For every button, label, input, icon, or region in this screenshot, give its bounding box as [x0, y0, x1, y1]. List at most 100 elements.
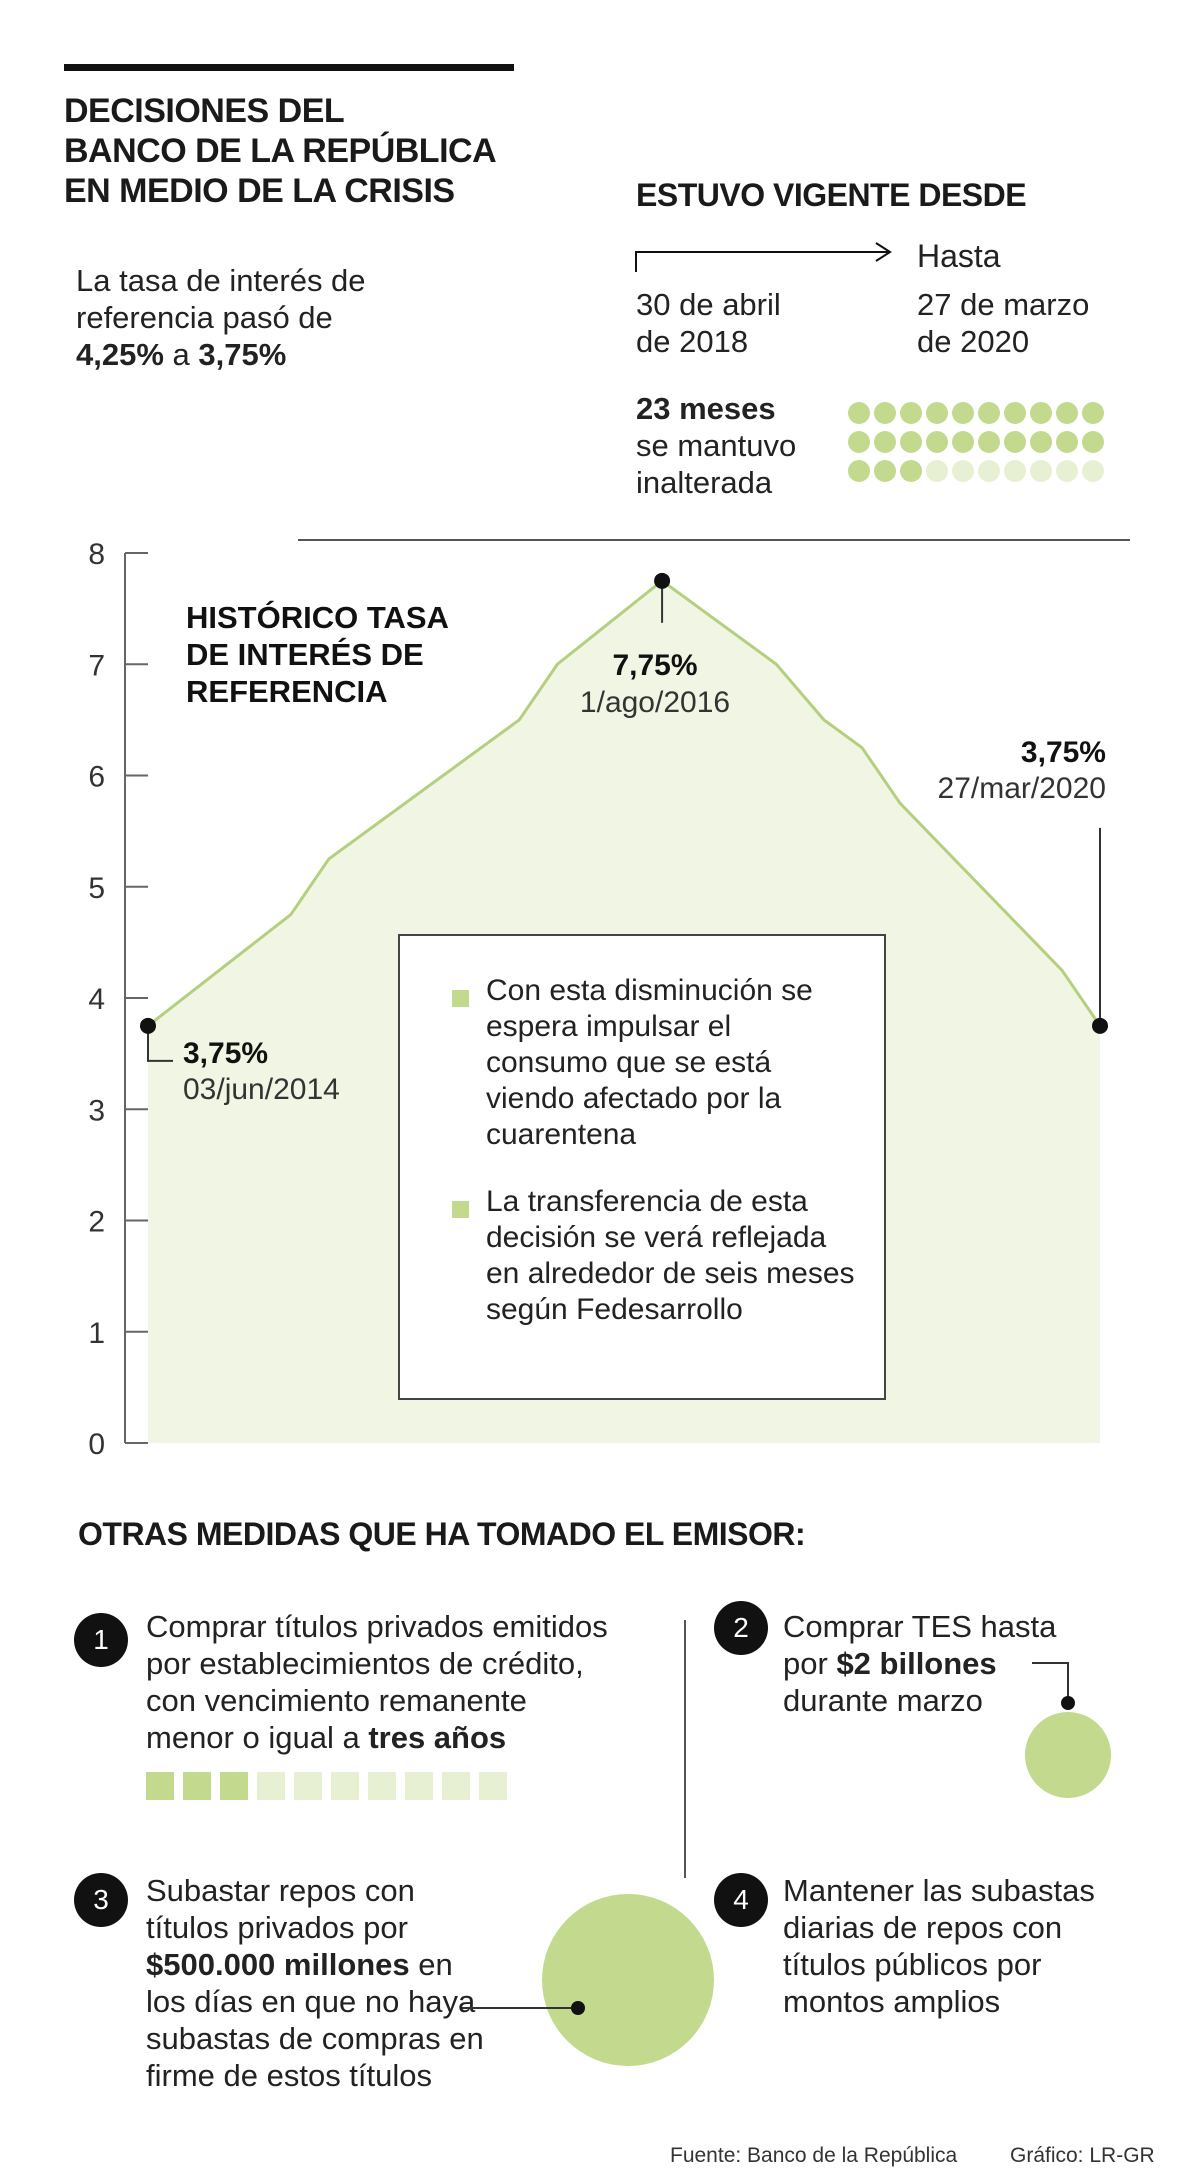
y-tick-label: 3	[88, 1094, 105, 1127]
medida-4-text: Mantener las subastas diarias de repos c…	[783, 1872, 1095, 2020]
month-dot	[900, 402, 922, 424]
info-bullet-line: viendo afectado por la	[486, 1082, 782, 1115]
from-date-line: 30 de abril	[636, 287, 781, 322]
timeline-arrow	[635, 242, 892, 272]
rate-summary: La tasa de interés de referencia pasó de…	[76, 262, 366, 373]
medida-text: en	[418, 1947, 453, 1982]
year-square	[257, 1772, 285, 1800]
month-dot	[1004, 402, 1026, 424]
rate-summary-line: referencia pasó de	[76, 300, 333, 335]
month-dot	[1082, 402, 1104, 424]
months-bold: 23 meses	[636, 391, 776, 426]
chart-title-line: DE INTERÉS DE	[186, 637, 424, 672]
data-point-start	[140, 1017, 156, 1034]
page-title: DECISIONES DEL BANCO DE LA REPÚBLICA EN …	[64, 91, 497, 211]
month-dot	[900, 431, 922, 453]
month-dot	[926, 431, 948, 453]
year-square	[183, 1772, 211, 1800]
month-dot	[1004, 431, 1026, 453]
medidas-title: OTRAS MEDIDAS QUE HA TOMADO EL EMISOR:	[78, 1516, 806, 1552]
month-dot	[900, 460, 922, 482]
month-dot	[848, 431, 870, 453]
month-dot	[1030, 431, 1052, 453]
medida-bold: $2 billones	[836, 1646, 997, 1681]
medida-text: por	[783, 1646, 828, 1681]
month-dot	[978, 460, 1000, 482]
rate-conj: a	[172, 337, 190, 372]
y-tick-label: 1	[88, 1317, 105, 1350]
month-dot	[978, 402, 1000, 424]
month-dot	[1082, 460, 1104, 482]
medidas-divider	[684, 1620, 686, 1878]
bubbles-layer	[462, 1662, 1111, 2066]
month-dot	[1004, 460, 1026, 482]
month-dot	[952, 460, 974, 482]
leader-line-2	[1032, 1662, 1069, 1703]
annotation-value: 7,75%	[612, 649, 697, 682]
medida-1-text: Comprar títulos privados emitidos por es…	[146, 1608, 608, 1756]
info-bullet-line: espera impulsar el	[486, 1010, 732, 1043]
y-tick-label: 5	[88, 872, 105, 905]
annotation-value: 3,75%	[183, 1037, 268, 1070]
month-dot	[874, 460, 896, 482]
medida-line: durante marzo	[783, 1683, 983, 1718]
annotation-date: 1/ago/2016	[580, 686, 730, 719]
bubble-500000-millones	[542, 1894, 714, 2066]
y-tick-label: 6	[88, 761, 105, 794]
annotation-date: 03/jun/2014	[183, 1073, 340, 1106]
medida-line: por establecimientos de crédito,	[146, 1646, 584, 1681]
month-dot	[952, 402, 974, 424]
info-bullet-1: Con esta disminución se espera impulsar …	[486, 973, 813, 1153]
number-badge-3: 3	[74, 1873, 128, 1927]
months-text: 23 meses se mantuvo inalterada	[636, 390, 796, 501]
section-divider	[298, 539, 1130, 541]
medida-line: $500.000 millones en	[146, 1946, 484, 1983]
y-tick-label: 0	[88, 1428, 105, 1461]
data-point-peak	[654, 572, 671, 589]
info-bullet-line: cuarentena	[486, 1118, 637, 1151]
month-dot	[1056, 460, 1078, 482]
annotation-value: 3,75%	[1021, 736, 1106, 769]
bullet-square	[452, 1201, 469, 1218]
month-dot	[1030, 402, 1052, 424]
month-dot	[1056, 402, 1078, 424]
to-date: 27 de marzo de 2020	[917, 286, 1089, 360]
month-dot	[1082, 431, 1104, 453]
medida-line: diarias de repos con	[783, 1910, 1063, 1945]
y-tick-label: 4	[88, 983, 105, 1016]
year-square	[146, 1772, 174, 1800]
chart-title-line: REFERENCIA	[186, 674, 388, 709]
vigente-title: ESTUVO VIGENTE DESDE	[636, 177, 1027, 213]
month-dot	[874, 402, 896, 424]
rate-summary-line: 4,25% a 3,75%	[76, 336, 366, 373]
month-dot	[926, 460, 948, 482]
info-bullet-2: La transferencia de esta decisión se ver…	[486, 1184, 855, 1328]
source-credit: Fuente: Banco de la República	[670, 2144, 958, 2167]
month-dot	[848, 402, 870, 424]
data-point-end	[1092, 1017, 1108, 1034]
month-dot	[1056, 431, 1078, 453]
medida-2-text: Comprar TES hasta por $2 billones durant…	[783, 1608, 1056, 1719]
rate-to: 3,75%	[198, 337, 287, 372]
from-date-line: de 2018	[636, 324, 749, 359]
bullet-square	[452, 990, 469, 1007]
years-squares-row	[146, 1772, 516, 1802]
from-date: 30 de abril de 2018	[636, 286, 781, 360]
y-tick-label: 7	[88, 649, 105, 682]
medida-3-text: Subastar repos con títulos privados por …	[146, 1872, 484, 2094]
page-title-line: DECISIONES DEL	[64, 92, 345, 130]
rate-summary-line: La tasa de interés de	[76, 263, 366, 298]
info-box: Con esta disminución se espera impulsar …	[398, 934, 886, 1400]
info-bullet-line: en alrededor de seis meses	[486, 1257, 855, 1290]
month-dot	[926, 402, 948, 424]
year-square	[294, 1772, 322, 1800]
graphic-credit: Gráfico: LR-GR	[1010, 2144, 1155, 2167]
number-badge-4: 4	[714, 1873, 768, 1927]
number-badge-2: 2	[714, 1601, 768, 1655]
number-badge-1: 1	[74, 1613, 128, 1667]
medida-line: subastas de compras en	[146, 2021, 484, 2056]
year-square	[220, 1772, 248, 1800]
month-dot	[978, 431, 1000, 453]
medida-line: títulos privados por	[146, 1910, 408, 1945]
hasta-label: Hasta	[917, 238, 1001, 274]
